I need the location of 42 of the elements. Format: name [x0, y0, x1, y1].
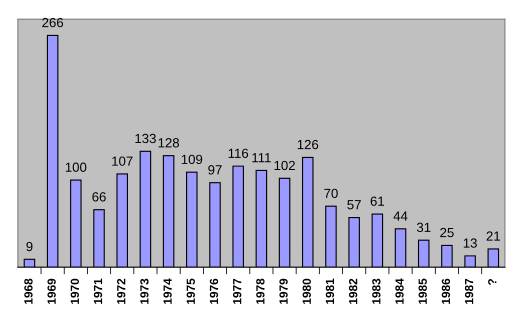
x-tick-label: 1984 [395, 278, 404, 304]
x-tick-label: 1974 [163, 278, 172, 304]
x-tick-label: ? [488, 278, 496, 285]
data-label: 128 [158, 138, 180, 148]
data-label: 100 [66, 162, 86, 172]
data-label: 61 [370, 196, 384, 206]
data-label: 133 [135, 134, 156, 144]
x-tick-label: 1986 [442, 278, 450, 304]
x-tick-label: 1979 [279, 278, 288, 304]
x-tick-label: 1982 [348, 278, 358, 304]
data-label: 31 [416, 222, 430, 232]
data-label: 9 [26, 242, 32, 252]
x-tick-label: 1980 [302, 278, 311, 304]
x-tick-label: 1970 [70, 278, 79, 304]
x-tick-label: 1972 [117, 278, 126, 304]
x-tick-label: 1971 [94, 278, 102, 304]
data-label: 266 [42, 18, 64, 28]
x-tick-label: 1978 [256, 278, 265, 304]
data-label: 25 [440, 228, 454, 238]
data-label: 66 [92, 192, 106, 202]
data-label: 102 [274, 160, 295, 170]
x-tick-label: 1968 [24, 278, 33, 304]
x-tick-label: 1981 [326, 278, 334, 304]
data-label: 70 [324, 188, 338, 198]
x-tick-label: 1983 [372, 278, 381, 304]
x-tick-label: 1975 [186, 278, 195, 304]
x-tick-label: 1987 [464, 278, 474, 304]
data-label: 44 [394, 211, 408, 221]
x-tick-label: 1969 [47, 278, 56, 304]
data-label: 109 [182, 154, 202, 164]
x-tick-label: 1977 [232, 278, 242, 304]
x-tick-label: 1985 [418, 278, 427, 304]
x-tick-label: 1973 [140, 278, 149, 304]
data-label: 21 [486, 231, 500, 241]
data-label: 126 [298, 140, 318, 150]
x-tick-label: 1976 [210, 278, 218, 304]
data-label: 57 [347, 200, 361, 210]
data-label: 116 [228, 148, 248, 158]
data-label: 13 [464, 238, 477, 248]
data-label: 97 [208, 165, 222, 175]
data-label: 107 [112, 156, 133, 166]
data-label: 111 [252, 153, 271, 162]
